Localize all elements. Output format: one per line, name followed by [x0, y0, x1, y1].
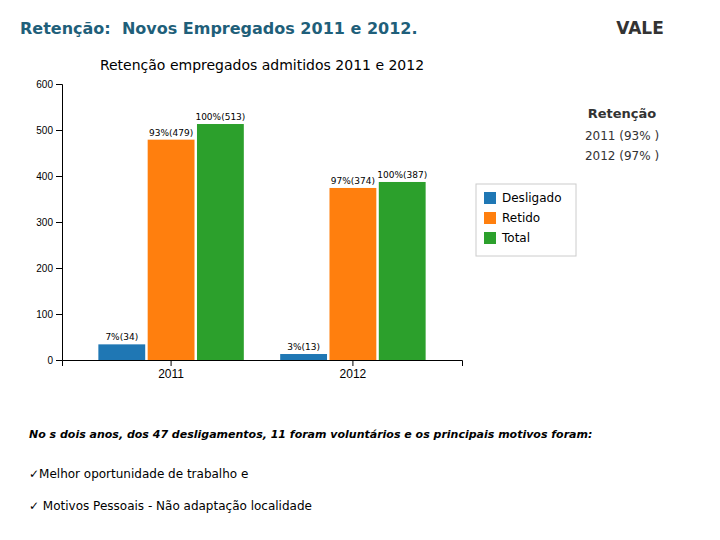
- x-axis-line: [63, 361, 463, 367]
- legend-item: Total: [484, 231, 530, 245]
- legend-item: Retido: [484, 211, 540, 225]
- y-tick-label: 400: [36, 171, 53, 182]
- bar: [379, 182, 426, 360]
- bullet: ✓ Motivos Pessoais - Não adaptação local…: [29, 499, 312, 513]
- y-tick-mark: [56, 360, 62, 361]
- data-label: 93%(479): [149, 128, 193, 138]
- legend-swatch: [484, 232, 496, 244]
- x-tick: 2012: [340, 360, 367, 381]
- bar: [280, 354, 327, 360]
- y-tick: 500: [36, 125, 62, 136]
- bullet: ✓Melhor oportunidade de trabalho e: [29, 467, 248, 481]
- y-tick-label: 200: [36, 263, 53, 274]
- data-labels: 7%(34) 3%(13) 93%(479) 97%(374) 100%(513) 100…: [105, 112, 427, 352]
- legend-item: Desligado: [484, 191, 561, 205]
- chart-title: Retenção empregados admitidos 2011 e 201…: [100, 57, 424, 73]
- y-tick: 300: [36, 217, 62, 228]
- x-axis: 2011 2012: [63, 360, 463, 381]
- y-tick-mark: [56, 176, 62, 177]
- legend-label: Total: [501, 231, 530, 245]
- data-label: 100%(513): [195, 112, 245, 122]
- legend-frame: [476, 184, 576, 256]
- logo-text: VALE: [616, 18, 664, 38]
- y-tick-mark: [56, 268, 62, 269]
- x-tick-mark: [352, 360, 353, 366]
- data-label: 3%(13): [287, 342, 320, 352]
- data-label: 97%(374): [331, 176, 375, 186]
- legend-label: Retido: [502, 211, 540, 225]
- badge-line: 2011 (93% ): [585, 129, 659, 143]
- y-tick-mark: [56, 314, 62, 315]
- bar: [197, 124, 244, 360]
- legend-swatch: [484, 192, 496, 204]
- bar: [148, 140, 195, 360]
- y-tick-label: 300: [36, 217, 53, 228]
- badge-line: 2012 (97% ): [585, 149, 659, 163]
- legend-label: Desligado: [502, 191, 561, 205]
- x-tick-mark: [171, 360, 172, 366]
- bars: [98, 124, 425, 360]
- y-tick-mark: [56, 130, 62, 131]
- y-tick-label: 600: [36, 79, 53, 90]
- data-label: 7%(34): [105, 332, 138, 342]
- y-tick: 200: [36, 263, 62, 274]
- y-tick-label: 500: [36, 125, 53, 136]
- y-tick-mark: [56, 222, 62, 223]
- y-tick-mark: [56, 84, 62, 85]
- x-tick: 2011: [158, 360, 184, 381]
- y-tick: 600: [36, 79, 62, 90]
- plot-area: 0 100 200 300 400 500 600 2011 2012 7%(34) 3%(13) 9…: [36, 79, 462, 381]
- data-label: 100%(387): [377, 170, 427, 180]
- y-tick-label: 100: [36, 309, 53, 320]
- y-tick: 100: [36, 309, 62, 320]
- y-tick: 0: [47, 355, 62, 366]
- x-tick-label: 2012: [340, 367, 367, 381]
- bar: [329, 188, 376, 360]
- header-title: Retenção: Novos Empregados 2011 e 2012.: [20, 19, 418, 38]
- legend-swatch: [484, 212, 496, 224]
- note: No s dois anos, dos 47 desligamentos, 11…: [29, 428, 592, 441]
- badge-title: Retenção: [588, 106, 657, 121]
- legend: Desligado Retido Total: [476, 184, 576, 256]
- chart-root: Retenção: Novos Empregados 2011 e 2012. V…: [0, 0, 720, 540]
- y-axis-line: [56, 85, 63, 361]
- y-tick-label: 0: [47, 355, 53, 366]
- x-tick-label: 2011: [158, 367, 184, 381]
- y-axis: 0 100 200 300 400 500 600: [36, 79, 62, 366]
- y-tick: 400: [36, 171, 62, 182]
- bar: [98, 344, 145, 360]
